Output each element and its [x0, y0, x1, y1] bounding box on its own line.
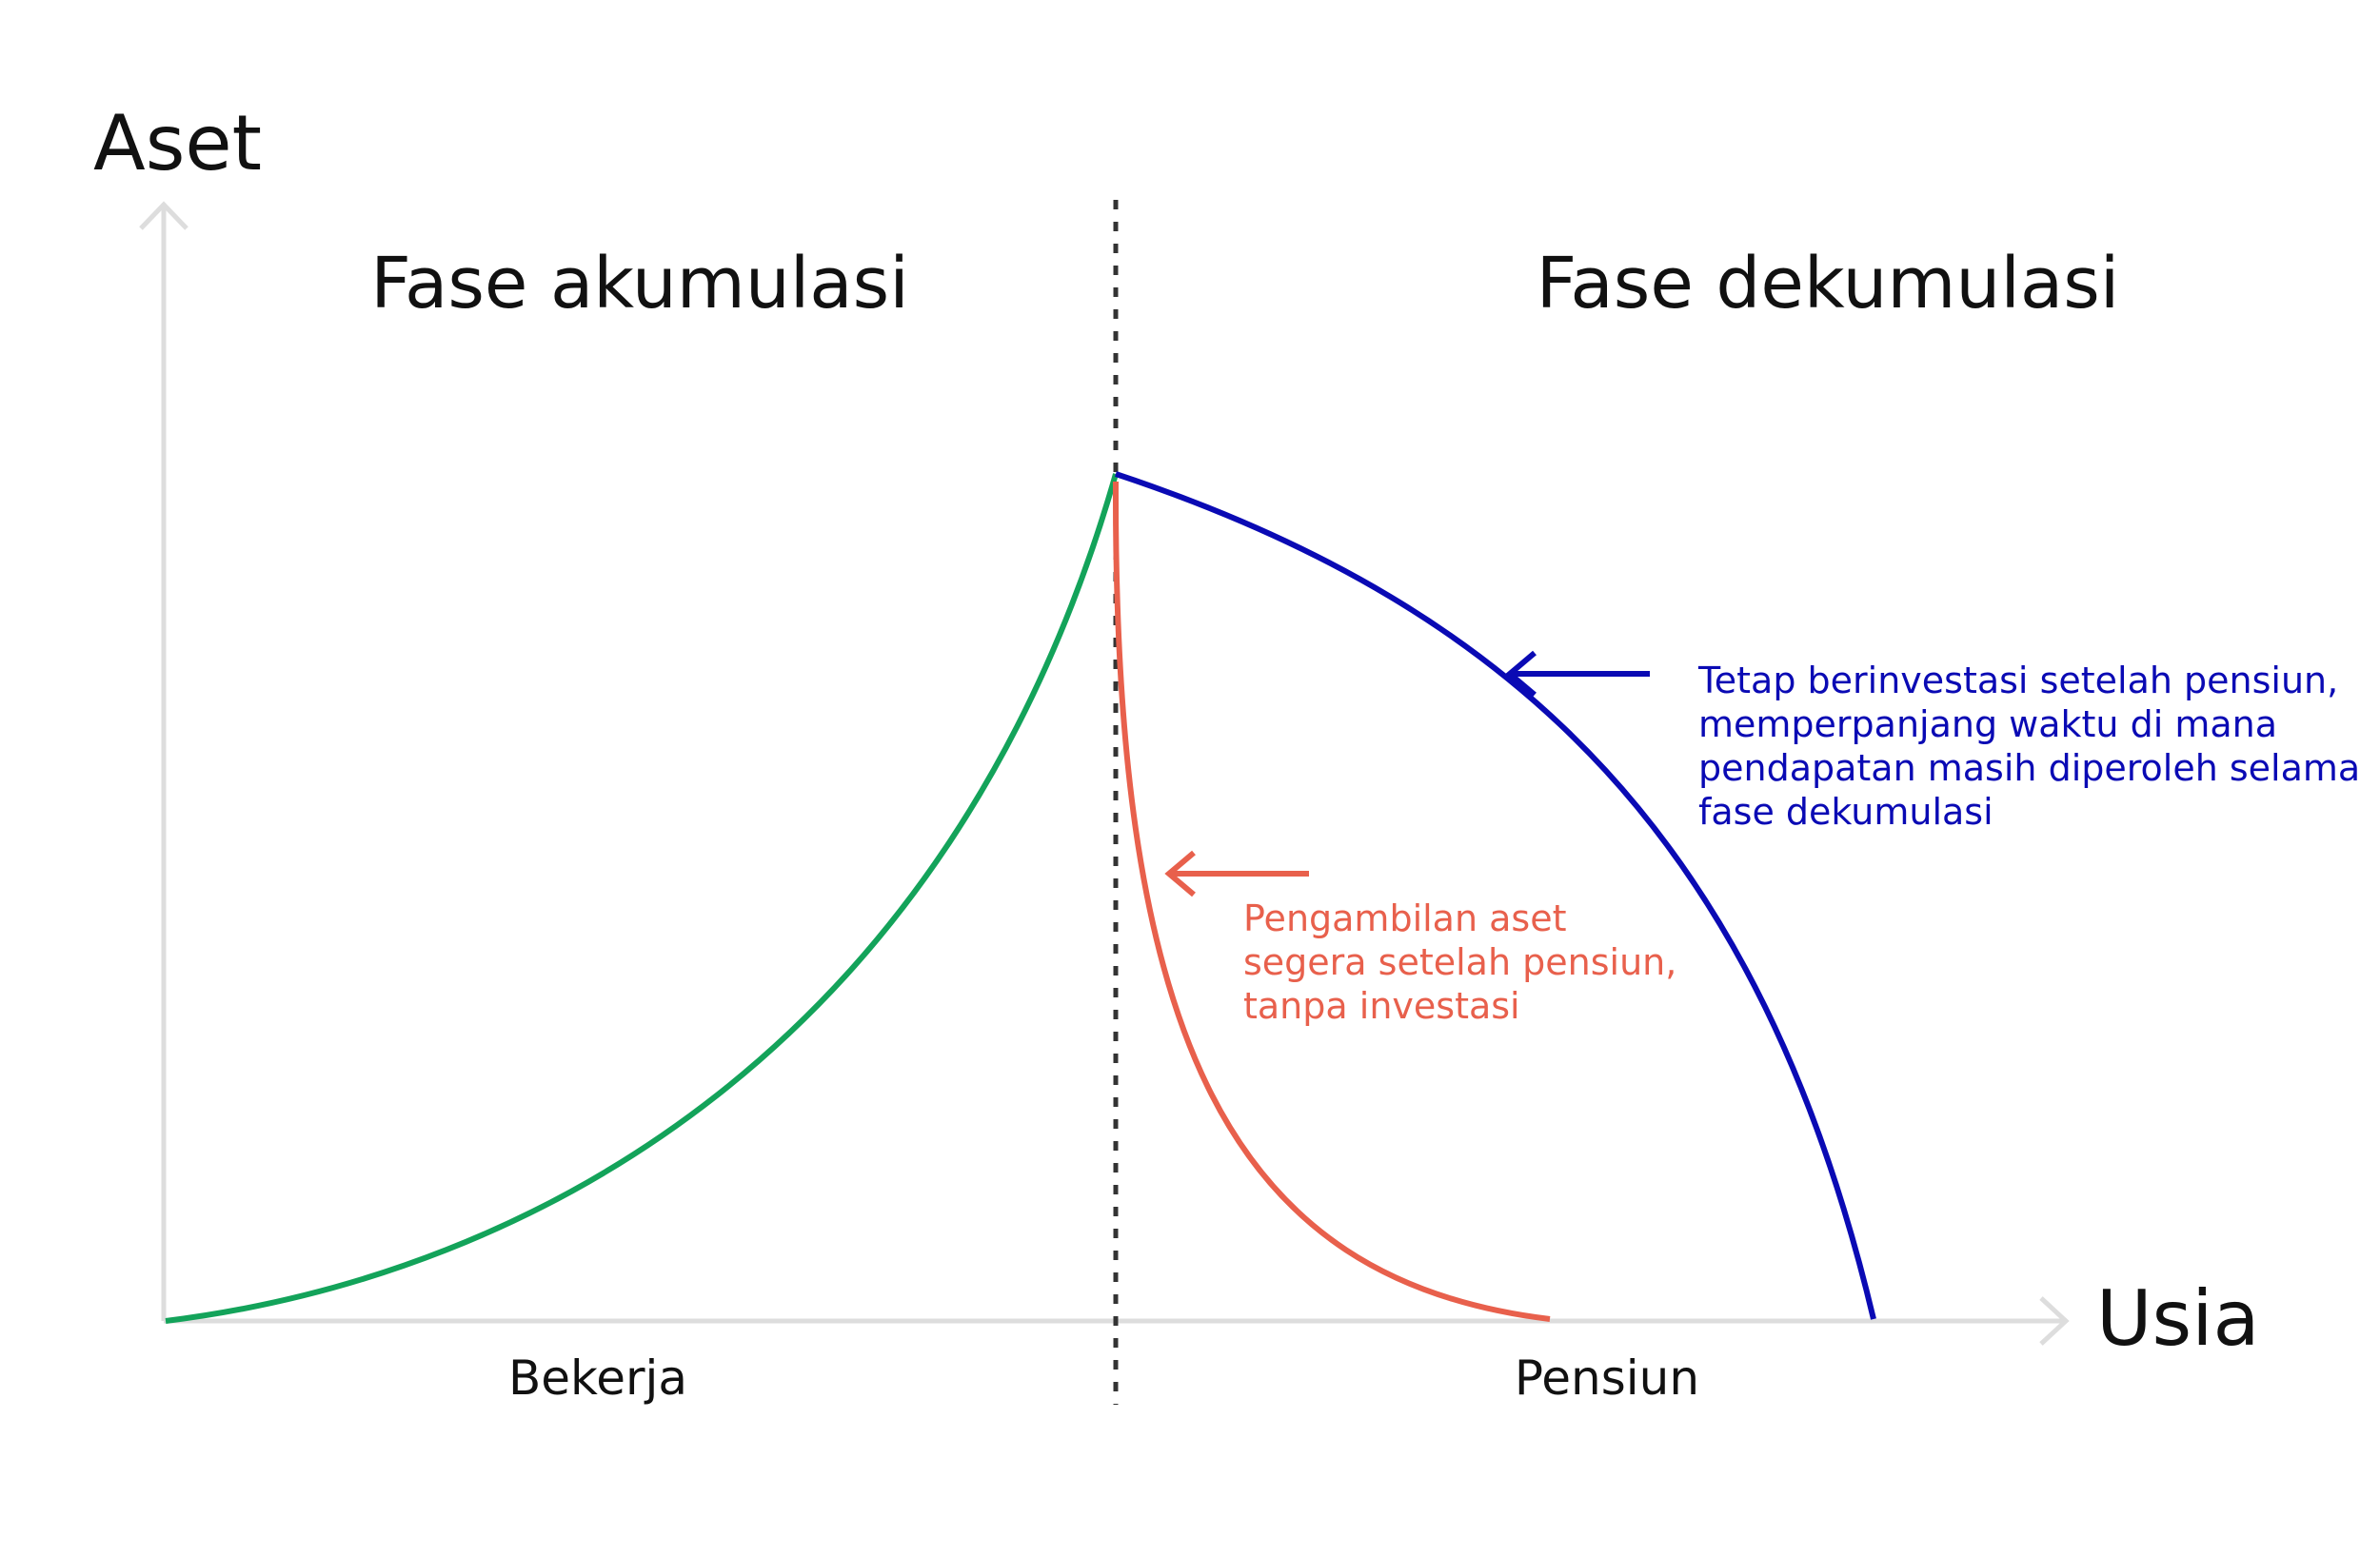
- invested-annotation: Tetap berinvestasi setelah pensiun, memp…: [1697, 660, 2360, 833]
- x-axis-label: Usia: [2096, 1274, 2259, 1363]
- invested-annotation-line: pendapatan masih diperoleh selama: [1698, 747, 2360, 789]
- y-axis-arrowhead: [139, 201, 188, 230]
- withdrawal-annotation: Pengambilan aset segera setelah pensiun,…: [1243, 897, 1676, 1027]
- invested-annotation-line: memperpanjang waktu di mana: [1698, 703, 2277, 745]
- withdrawal-decumulation-curve: [1112, 481, 1551, 1322]
- decumulation-phase-title: Fase dekumulasi: [1537, 243, 2120, 325]
- retired-label: Pensiun: [1515, 1350, 1699, 1406]
- accumulation-curve: [165, 473, 1119, 1324]
- accumulation-phase-title: Fase akumulasi: [370, 243, 909, 325]
- x-axis-arrowhead: [2039, 1296, 2070, 1346]
- invested-annotation-line: Tetap berinvestasi setelah pensiun,: [1697, 660, 2338, 701]
- invested-decumulation-curve: [1115, 471, 1876, 1320]
- withdrawal-annotation-line: tanpa investasi: [1243, 985, 1520, 1027]
- y-axis-label: Aset: [93, 99, 262, 187]
- invested-annotation-line: fase dekumulasi: [1698, 791, 1993, 833]
- blue-pointer-arrow: [1505, 650, 1650, 698]
- withdrawal-annotation-line: Pengambilan aset: [1243, 897, 1567, 939]
- red-pointer-arrow: [1164, 850, 1309, 897]
- withdrawal-annotation-line: segera setelah pensiun,: [1243, 941, 1676, 983]
- working-label: Bekerja: [508, 1350, 687, 1406]
